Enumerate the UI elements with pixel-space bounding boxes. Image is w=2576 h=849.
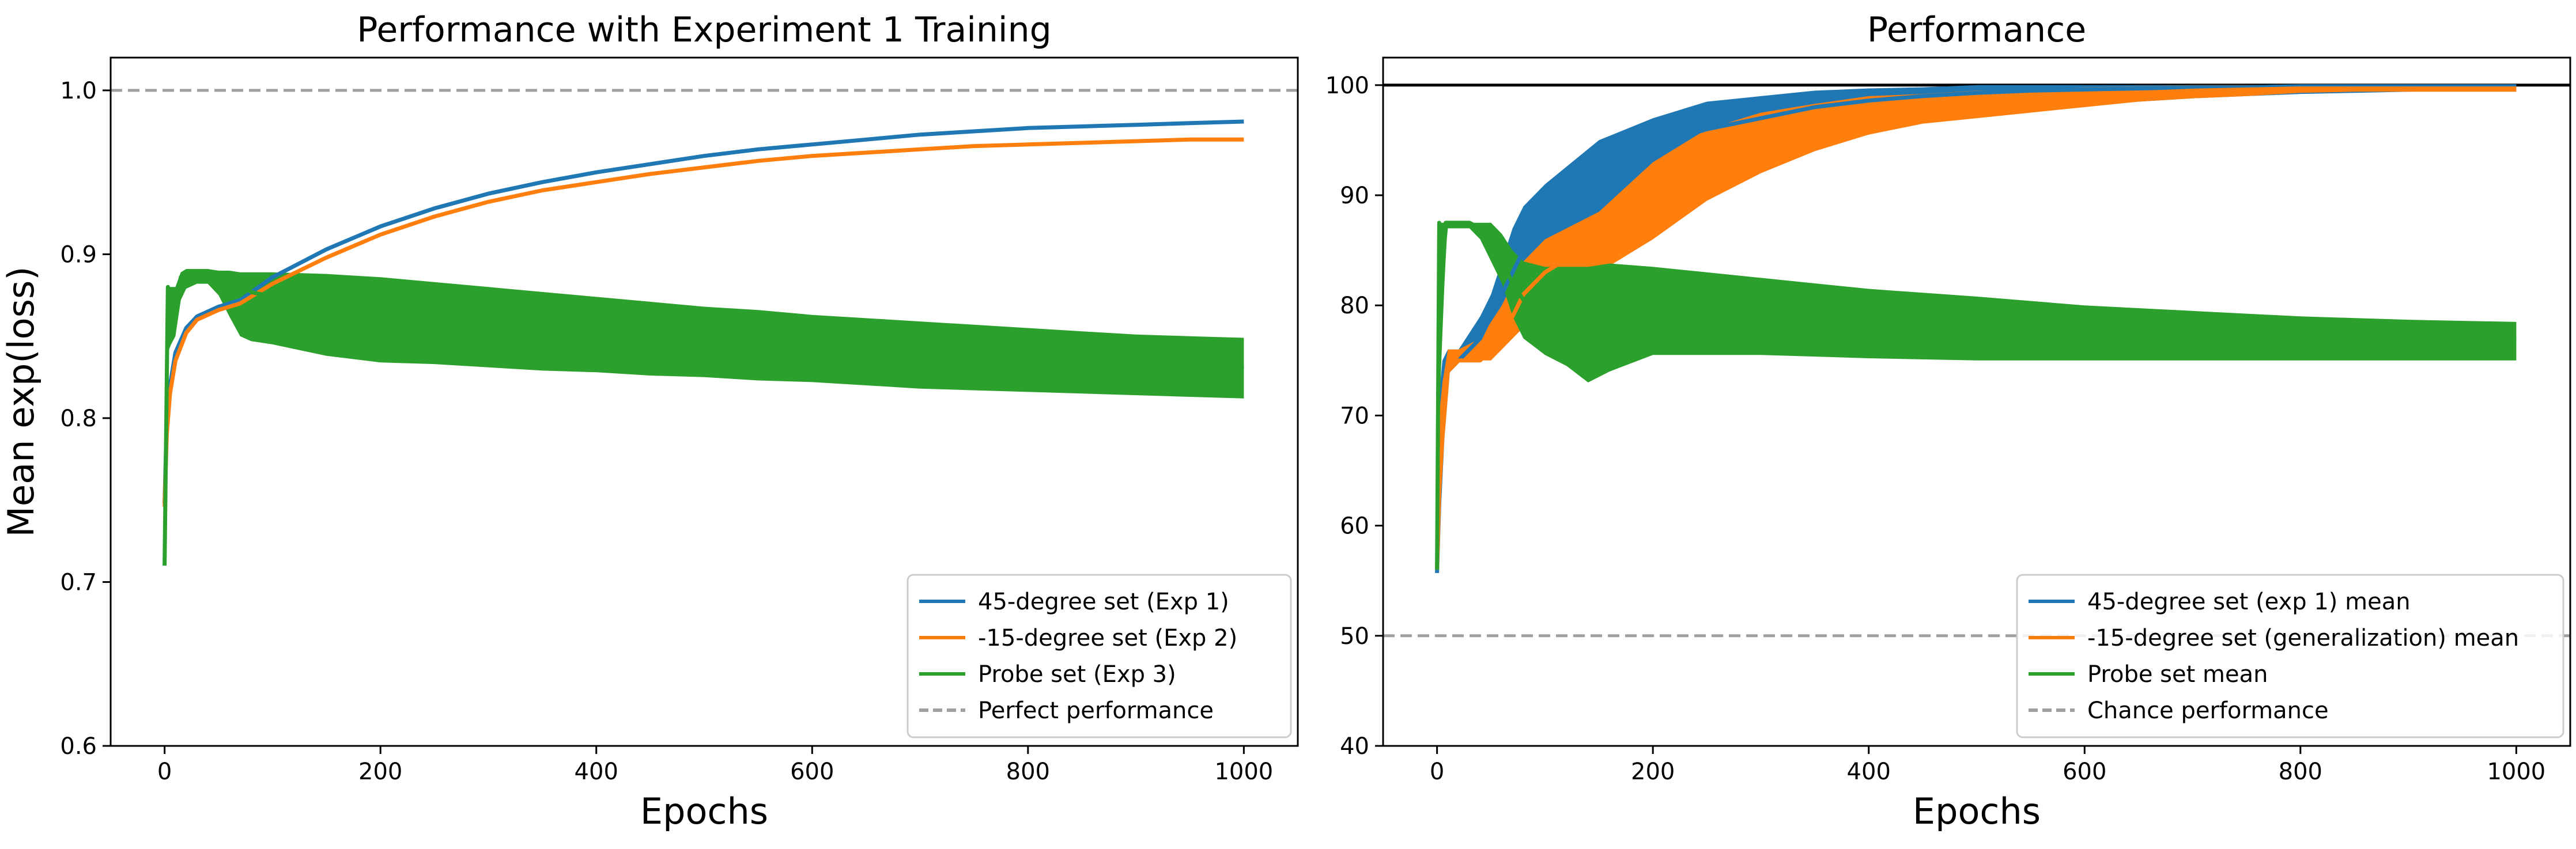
x-tick-label: 400 — [1847, 759, 1891, 785]
x-axis-label: Epochs — [1913, 790, 2041, 832]
y-tick-label: 60 — [1340, 513, 1369, 540]
y-tick-label: 0.7 — [60, 569, 97, 596]
x-tick-label: 400 — [575, 759, 618, 785]
series-band — [1437, 222, 2517, 570]
x-tick-label: 600 — [790, 759, 834, 785]
y-tick-label: 80 — [1340, 293, 1369, 319]
y-tick-label: 70 — [1340, 403, 1369, 429]
legend-entry: -15-degree set (generalization) mean — [2087, 625, 2519, 651]
x-tick-label: 600 — [2063, 759, 2106, 785]
y-tick-label: 100 — [1325, 73, 1369, 99]
legend-entry: Probe set mean — [2087, 661, 2268, 688]
legend-box — [906, 574, 1292, 738]
x-tick-label: 800 — [2279, 759, 2322, 785]
x-tick-label: 800 — [1006, 759, 1050, 785]
legend-entry: 45-degree set (exp 1) mean — [2087, 589, 2411, 615]
y-tick-label: 0.6 — [60, 733, 97, 760]
x-tick-label: 200 — [358, 759, 402, 785]
y-tick-label: 40 — [1340, 733, 1369, 760]
x-tick-label: 1000 — [2487, 759, 2545, 785]
series-line — [163, 137, 1244, 507]
series-line — [163, 119, 1244, 503]
plot-frame — [109, 56, 1299, 747]
chart-title: Performance — [1867, 10, 2086, 50]
plot-frame — [1382, 56, 2571, 747]
y-tick-label: 1.0 — [60, 78, 97, 104]
legend: 45-degree set (Exp 1) -15-degree set (Exp… — [906, 574, 1292, 738]
series-line — [1435, 86, 2517, 570]
series-band — [164, 269, 1244, 566]
series-line — [163, 270, 1244, 566]
series-line — [1435, 84, 2517, 573]
y-tick-label: 0.9 — [60, 241, 97, 268]
x-tick-label: 200 — [1631, 759, 1675, 785]
chart-panel-1: 0 200 400 600 800 1000 0.6 0.7 0.8 0.9 1.0 Performa… — [0, 10, 1299, 832]
x-axis-label: Epochs — [640, 790, 768, 832]
series-line — [1435, 221, 2517, 570]
x-tick-label: 0 — [157, 759, 172, 785]
y-tick-label: 50 — [1340, 623, 1369, 650]
y-tick-label: 90 — [1340, 183, 1369, 209]
y-tick-label: 0.8 — [60, 405, 97, 432]
y-axis-label: Mean exp(loss) — [0, 267, 42, 537]
legend-entry: Perfect performance — [978, 698, 1214, 724]
legend: 45-degree set (exp 1) mean -15-degree set… — [2016, 574, 2564, 738]
chart-title: Performance with Experiment 1 Training — [357, 10, 1051, 50]
legend-entry: Probe set (Exp 3) — [978, 661, 1176, 688]
legend-entry: Chance performance — [2087, 698, 2329, 724]
legend-entry: -15-degree set (Exp 2) — [978, 625, 1237, 651]
legend-box — [2016, 574, 2564, 738]
chart-panel-2: 0 200 400 600 800 1000 40 50 60 70 80 90 100 Performa… — [1325, 10, 2571, 832]
x-tick-label: 1000 — [1214, 759, 1273, 785]
x-tick-label: 0 — [1430, 759, 1444, 785]
legend-entry: 45-degree set (Exp 1) — [978, 589, 1229, 615]
